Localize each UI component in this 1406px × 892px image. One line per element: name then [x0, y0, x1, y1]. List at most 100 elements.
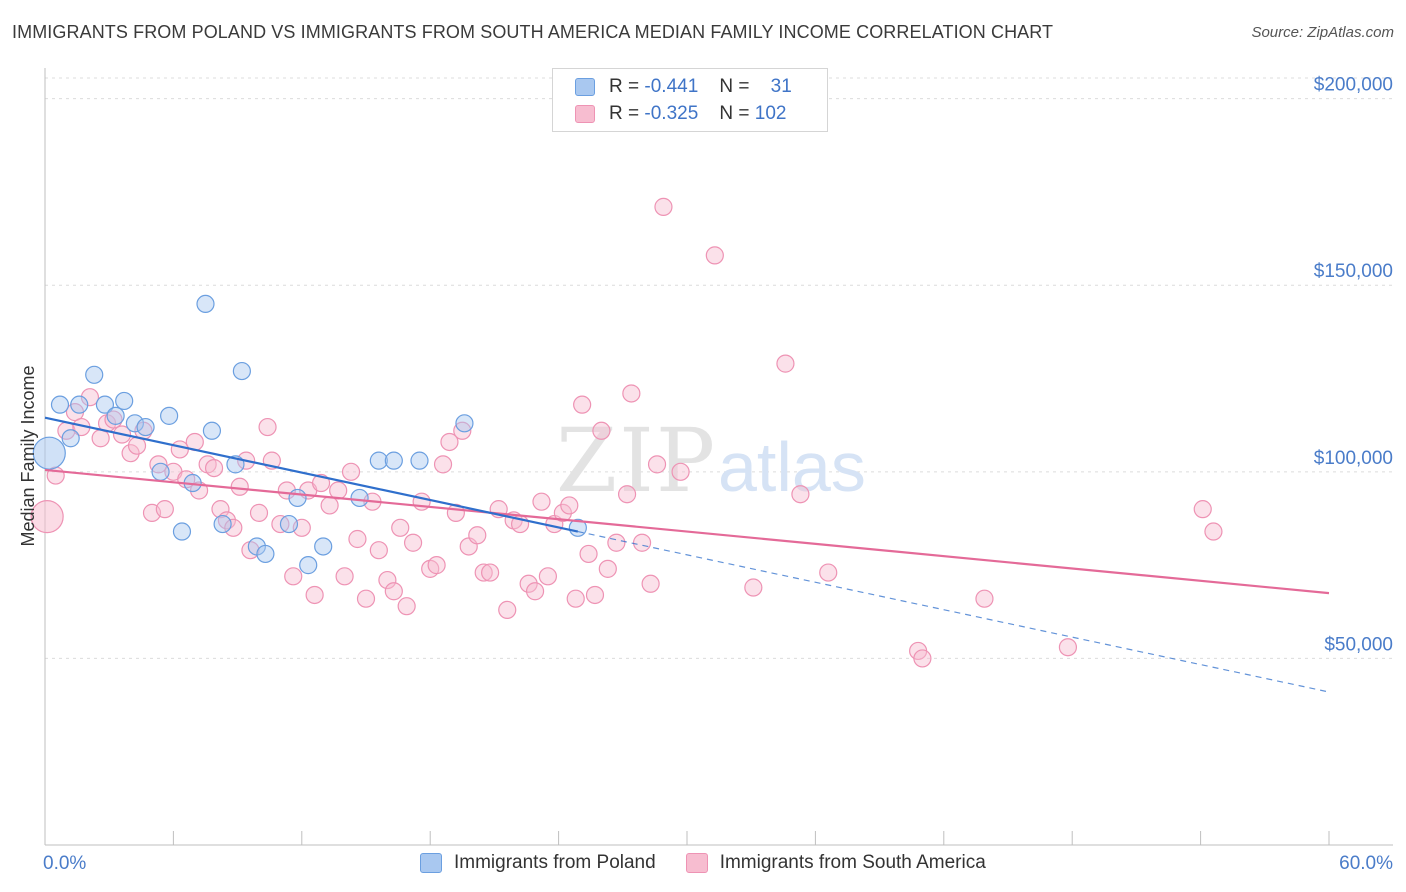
- south-america-point: [311, 473, 331, 493]
- south-america-point: [819, 563, 838, 582]
- south-america-point: [607, 533, 626, 552]
- south-america-point: [348, 529, 367, 549]
- south-america-point: [532, 492, 551, 511]
- legend-label-south-america: Immigrants from South America: [719, 852, 986, 873]
- poland-point: [172, 522, 192, 541]
- poland-point: [50, 395, 70, 414]
- south-america-point: [224, 518, 243, 537]
- legend-label-poland: Immigrants from Poland: [454, 852, 656, 873]
- legend-item-south-america[interactable]: Immigrants from South America: [685, 852, 986, 874]
- poland-point: [232, 361, 251, 381]
- legend-n-value: 31: [770, 76, 792, 97]
- legend-r-value: -0.441: [644, 76, 699, 97]
- south-america-point: [211, 500, 230, 519]
- south-america-point: [305, 585, 324, 605]
- legend-r-label: R =: [609, 76, 640, 97]
- y-axis-label: Median Family Income: [18, 365, 38, 546]
- south-america-point: [705, 246, 724, 265]
- south-america-point: [579, 544, 598, 564]
- south-america-point: [647, 455, 667, 474]
- south-america-point: [1204, 522, 1223, 541]
- poland-point: [196, 294, 215, 314]
- south-america-point: [378, 570, 397, 590]
- south-america-point: [80, 388, 100, 407]
- poland-point: [455, 414, 474, 433]
- south-america-point: [1193, 500, 1212, 519]
- legend-n-label: N =: [719, 76, 750, 97]
- y-tick-label: $150,000: [1314, 261, 1393, 282]
- legend-swatch-south-america: [575, 105, 595, 123]
- south-america-point: [474, 563, 493, 582]
- south-america-point: [585, 585, 605, 605]
- south-america-point: [498, 600, 517, 620]
- south-america-point: [538, 567, 558, 586]
- south-america-point: [573, 395, 592, 414]
- legend-swatch-poland: [575, 78, 595, 96]
- south-america-point: [519, 574, 538, 593]
- poland-point: [384, 451, 403, 470]
- south-america-point: [369, 541, 388, 560]
- x-ticks: [172, 831, 1330, 845]
- poland-point: [115, 391, 134, 411]
- x-tick-label-min: 0.0%: [43, 853, 86, 874]
- poland-point: [279, 514, 299, 534]
- poland-point: [85, 365, 104, 384]
- poland-point: [410, 451, 429, 470]
- poland-point: [95, 395, 115, 414]
- south-america-point: [155, 500, 174, 519]
- series-legend: Immigrants from Poland Immigrants from S…: [420, 852, 1016, 874]
- y-tick-label: $200,000: [1314, 75, 1393, 96]
- legend-swatch-poland: [420, 853, 442, 873]
- south-america-point: [204, 458, 224, 478]
- poland-trend-extension: [577, 530, 1330, 693]
- poland-trend-line: [44, 416, 579, 533]
- south-america-point: [525, 582, 545, 601]
- south-america-point: [427, 556, 446, 575]
- poland-point: [314, 537, 333, 556]
- south-america-point: [284, 567, 303, 586]
- south-america-point: [397, 597, 416, 616]
- series-poland: [32, 294, 587, 575]
- south-america-point: [440, 432, 459, 452]
- poland-point: [151, 462, 170, 481]
- poland-point: [136, 417, 155, 437]
- legend-item-poland[interactable]: Immigrants from Poland: [420, 852, 656, 874]
- south-america-point: [453, 421, 472, 440]
- south-america-point: [230, 477, 249, 496]
- south-america-point: [341, 462, 361, 481]
- south-america-point: [30, 500, 64, 534]
- south-america-point: [391, 518, 410, 537]
- south-america-point: [566, 589, 585, 608]
- south-america-point: [791, 485, 810, 504]
- south-america-point: [149, 455, 168, 474]
- south-america-point: [170, 440, 189, 459]
- chart-title: IMMIGRANTS FROM POLAND VS IMMIGRANTS FRO…: [12, 22, 1054, 42]
- south-america-point: [356, 589, 376, 608]
- south-america-point: [335, 567, 354, 586]
- south-america-point: [433, 455, 453, 474]
- south-america-point: [560, 496, 579, 515]
- south-america-point: [553, 503, 572, 522]
- south-america-point: [622, 384, 641, 403]
- south-america-point: [277, 481, 296, 500]
- south-america-point: [468, 526, 487, 545]
- south-america-point: [598, 559, 617, 578]
- south-america-point: [481, 563, 500, 582]
- y-tick-label: $50,000: [1324, 634, 1393, 655]
- south-america-point: [384, 582, 403, 601]
- legend-row-south-america: R = -0.325 N = 102: [575, 101, 786, 127]
- south-america-point: [975, 589, 994, 608]
- legend-swatch-south-america: [685, 853, 708, 873]
- poland-point: [299, 556, 318, 575]
- poland-point: [369, 451, 388, 470]
- south-america-trend-line: [44, 468, 1330, 595]
- south-america-point: [249, 503, 269, 522]
- south-america-point: [654, 197, 673, 216]
- south-america-point: [913, 649, 932, 668]
- south-america-point: [632, 533, 652, 552]
- south-america-point: [744, 578, 763, 597]
- poland-point: [256, 544, 275, 564]
- south-america-point: [121, 444, 140, 463]
- watermark-zip: ZIP: [556, 409, 717, 512]
